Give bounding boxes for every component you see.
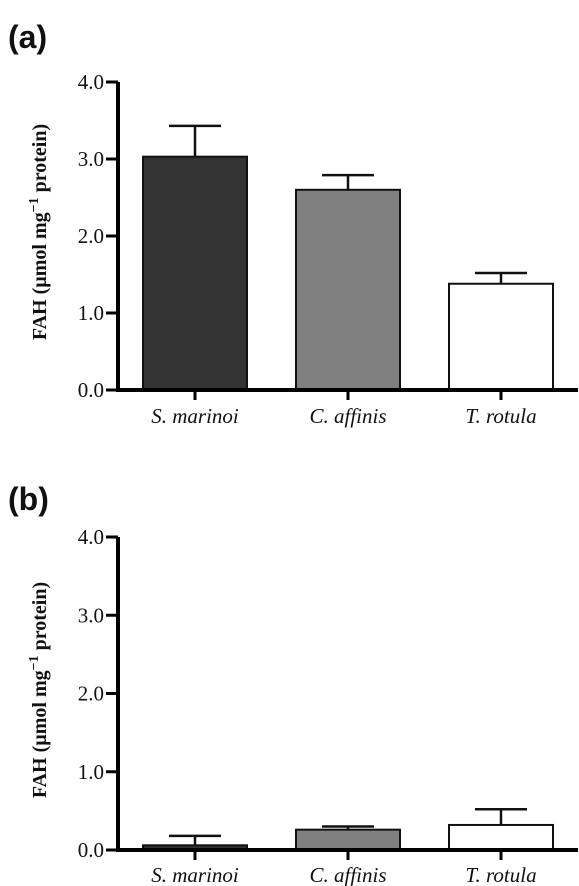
x-tick-label: T. rotula — [465, 404, 536, 428]
bar — [295, 188, 401, 391]
x-tick-label: S. marinoi — [151, 404, 239, 428]
y-axis-label-main: FAH (µmol mg — [29, 212, 51, 340]
y-axis-label-tail: protein) — [29, 124, 51, 198]
y-tick-label: 1.0 — [78, 760, 104, 784]
y-tick-label: 3.0 — [78, 603, 104, 627]
y-axis-label-superscript: −1 — [27, 197, 42, 212]
x-tick-label: T. rotula — [465, 863, 536, 886]
y-tick-label: 4.0 — [78, 525, 104, 549]
x-tick-label: S. marinoi — [151, 863, 239, 886]
bar — [142, 155, 248, 391]
y-axis-label: FAH (µmol mg−1 protein) — [27, 124, 51, 340]
y-tick-label: 4.0 — [78, 70, 104, 94]
y-tick-label: 0.0 — [78, 378, 104, 402]
y-tick-label: 0.0 — [78, 838, 104, 862]
y-axis-label-superscript: −1 — [27, 655, 42, 670]
bar — [448, 282, 554, 391]
bar — [448, 823, 554, 852]
panel-label: (b) — [8, 481, 49, 517]
panel-label: (a) — [8, 19, 47, 55]
y-tick-label: 3.0 — [78, 147, 104, 171]
x-tick-label: C. affinis — [309, 404, 386, 428]
y-tick-label: 1.0 — [78, 301, 104, 325]
y-tick-label: 2.0 — [78, 224, 104, 248]
y-tick-label: 2.0 — [78, 682, 104, 706]
chart-panel-b: (b) 0.0 1.0 2.0 3.0 4.0 S. marinoi C. affinis T.… — [8, 481, 578, 886]
chart-panel-a: (a) 0.0 1.0 2.0 3.0 4.0 S. marinoi C. affinis T.… — [8, 19, 578, 428]
x-tick-label: C. affinis — [309, 863, 386, 886]
y-axis-label-tail: protein) — [29, 582, 51, 656]
y-axis-label-main: FAH (µmol mg — [29, 670, 51, 798]
bar — [295, 828, 401, 852]
y-axis-label: FAH (µmol mg−1 protein) — [27, 582, 51, 798]
